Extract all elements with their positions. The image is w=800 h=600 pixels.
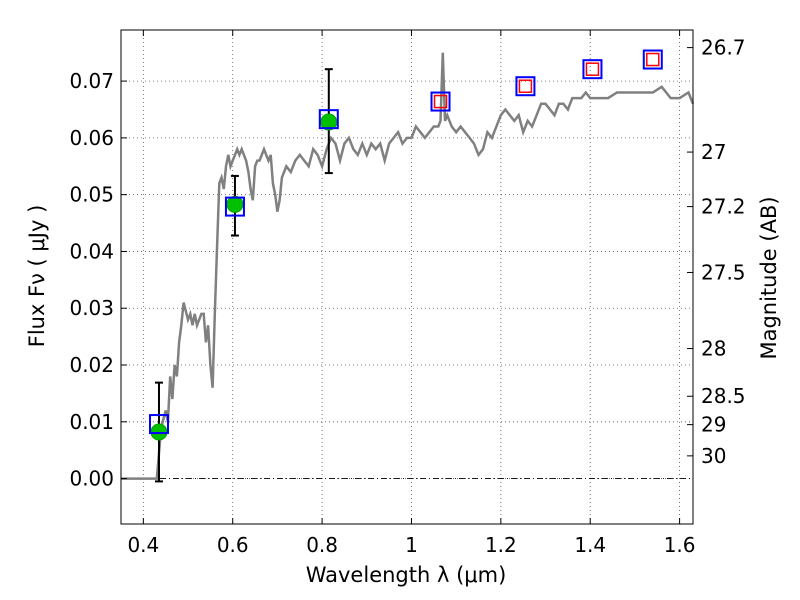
x-tick-label: 1.6: [664, 533, 696, 557]
model-point-blue-square: [642, 49, 663, 70]
x-axis-ticks: 0.4 0.6 0.8 1 1.2 1.4 1.6: [127, 30, 696, 557]
right-axis-ticks: 26.7 27 27.2 27.5 28 28.5 29 30: [687, 36, 746, 468]
right-tick-label: 27.5: [701, 260, 746, 284]
model-point-blue-square: [430, 91, 451, 112]
photometry-point: [150, 423, 168, 441]
y-tick-label: 0.01: [69, 410, 114, 434]
model-point-blue-square: [582, 59, 603, 80]
photometry-point: [226, 195, 244, 213]
y-axis-label: Flux Fν ( μJy ): [25, 205, 49, 348]
right-tick-label: 27.2: [701, 195, 746, 219]
x-tick-label: 0.6: [217, 533, 249, 557]
x-tick-label: 0.8: [306, 533, 338, 557]
x-tick-label: 0.4: [127, 533, 159, 557]
photometry-errorbars: [154, 68, 333, 483]
right-tick-label: 28.5: [701, 384, 746, 408]
y-tick-label: 0.05: [69, 183, 114, 207]
y-tick-label: 0.00: [69, 467, 114, 491]
plot-frame: [120, 29, 694, 525]
model-point-blue-square: [515, 76, 536, 97]
model-point-red-square: [433, 94, 448, 109]
model-photometry-squares: [148, 49, 663, 435]
x-tick-label: 1.2: [485, 533, 517, 557]
y-tick-label: 0.03: [69, 296, 114, 320]
x-tick-label: 1.4: [574, 533, 606, 557]
y-axis-ticks: 0.00 0.01 0.02 0.03 0.04 0.05 0.06 0.07: [69, 69, 127, 491]
grid: [121, 30, 693, 524]
right-tick-label: 28: [701, 337, 726, 361]
x-tick-label: 1: [405, 533, 418, 557]
model-spectrum-line: [121, 52, 695, 480]
y-tick-label: 0.02: [69, 353, 114, 377]
model-point-blue-square: [318, 109, 339, 130]
right-axis-label: Magnitude (AB): [757, 196, 781, 359]
model-point-red-square: [585, 62, 600, 76]
right-tick-label: 30: [701, 444, 726, 468]
x-axis-label: Wavelength λ (μm): [306, 563, 507, 587]
y-tick-label: 0.04: [69, 239, 114, 263]
model-point-blue-square: [148, 414, 169, 435]
right-tick-label: 27: [701, 140, 726, 164]
right-tick-label: 29: [701, 413, 726, 437]
model-point-red-square: [518, 79, 533, 93]
model-point-red-square: [646, 52, 660, 67]
model-point-blue-square: [224, 196, 245, 217]
right-tick-label: 26.7: [701, 36, 746, 60]
y-tick-label: 0.07: [69, 69, 114, 93]
y-tick-label: 0.06: [69, 126, 114, 150]
